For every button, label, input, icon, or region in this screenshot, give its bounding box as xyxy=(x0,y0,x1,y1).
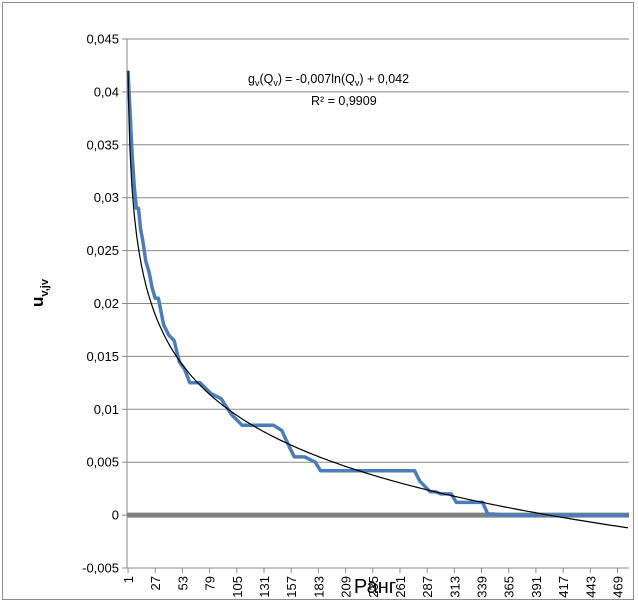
x-tick-label: 105 xyxy=(230,576,245,598)
series-layer xyxy=(126,70,629,529)
x-tick-label: 417 xyxy=(556,576,571,598)
x-tick-label: 235 xyxy=(366,576,381,598)
y-axis-title-sub: v,jv xyxy=(39,278,51,296)
r-squared-label: R² = 0,9909 xyxy=(311,94,377,108)
x-tick-labels: 1 27 53 79 105 131 157 183 209 235 261 287 313 339 365… xyxy=(121,576,625,598)
chart-svg: 0,045 0,04 0,035 0,03 0,025 0,02 0,015 0,01 0,00… xyxy=(28,32,629,598)
x-tick-label: 53 xyxy=(175,576,190,590)
x-tick-label: 131 xyxy=(257,576,272,598)
svg-text:uv,jv: uv,jv xyxy=(28,278,51,307)
x-tick-label: 209 xyxy=(339,576,354,598)
y-tick-label: 0,045 xyxy=(86,32,119,47)
x-tick-label: 365 xyxy=(502,576,517,598)
y-tick-label: -0,005 xyxy=(82,561,119,576)
x-tick-label: 27 xyxy=(148,576,163,590)
y-tick-label: 0,015 xyxy=(86,349,119,364)
y-tick-labels: 0,045 0,04 0,035 0,03 0,025 0,02 0,015 0,01 0,00… xyxy=(82,32,119,576)
trendline-curve xyxy=(127,70,629,529)
x-tick-label: 469 xyxy=(610,576,625,598)
y-tick-label: 0,03 xyxy=(94,190,119,205)
grid-lines xyxy=(122,38,629,573)
x-tick-label: 339 xyxy=(475,576,490,598)
x-tick-label: 313 xyxy=(447,576,462,598)
trendline-equation: gv(Qv) = -0,007ln(Qv) + 0,042 xyxy=(248,72,409,88)
x-axis-title: Ранг xyxy=(354,576,396,598)
y-tick-label: 0 xyxy=(112,508,119,523)
x-tick-label: 391 xyxy=(529,576,544,598)
y-tick-label: 0,01 xyxy=(94,402,119,417)
x-tick-label: 157 xyxy=(284,576,299,598)
data-series-line xyxy=(126,70,629,517)
y-axis-title-main: u xyxy=(28,297,47,307)
x-tick-label: 261 xyxy=(393,576,408,598)
y-tick-label: 0,02 xyxy=(94,296,119,311)
x-tick-label: 79 xyxy=(203,576,218,590)
x-tick-label: 443 xyxy=(583,576,598,598)
x-tick-label: 287 xyxy=(420,576,435,598)
x-tick-label: 183 xyxy=(311,576,326,598)
y-tick-label: 0,04 xyxy=(94,84,119,99)
y-tick-label: 0,005 xyxy=(86,455,119,470)
y-tick-label: 0,025 xyxy=(86,243,119,258)
y-axis-title: uv,jv xyxy=(28,278,51,307)
x-tick-label: 1 xyxy=(121,576,136,583)
y-tick-label: 0,035 xyxy=(86,137,119,152)
